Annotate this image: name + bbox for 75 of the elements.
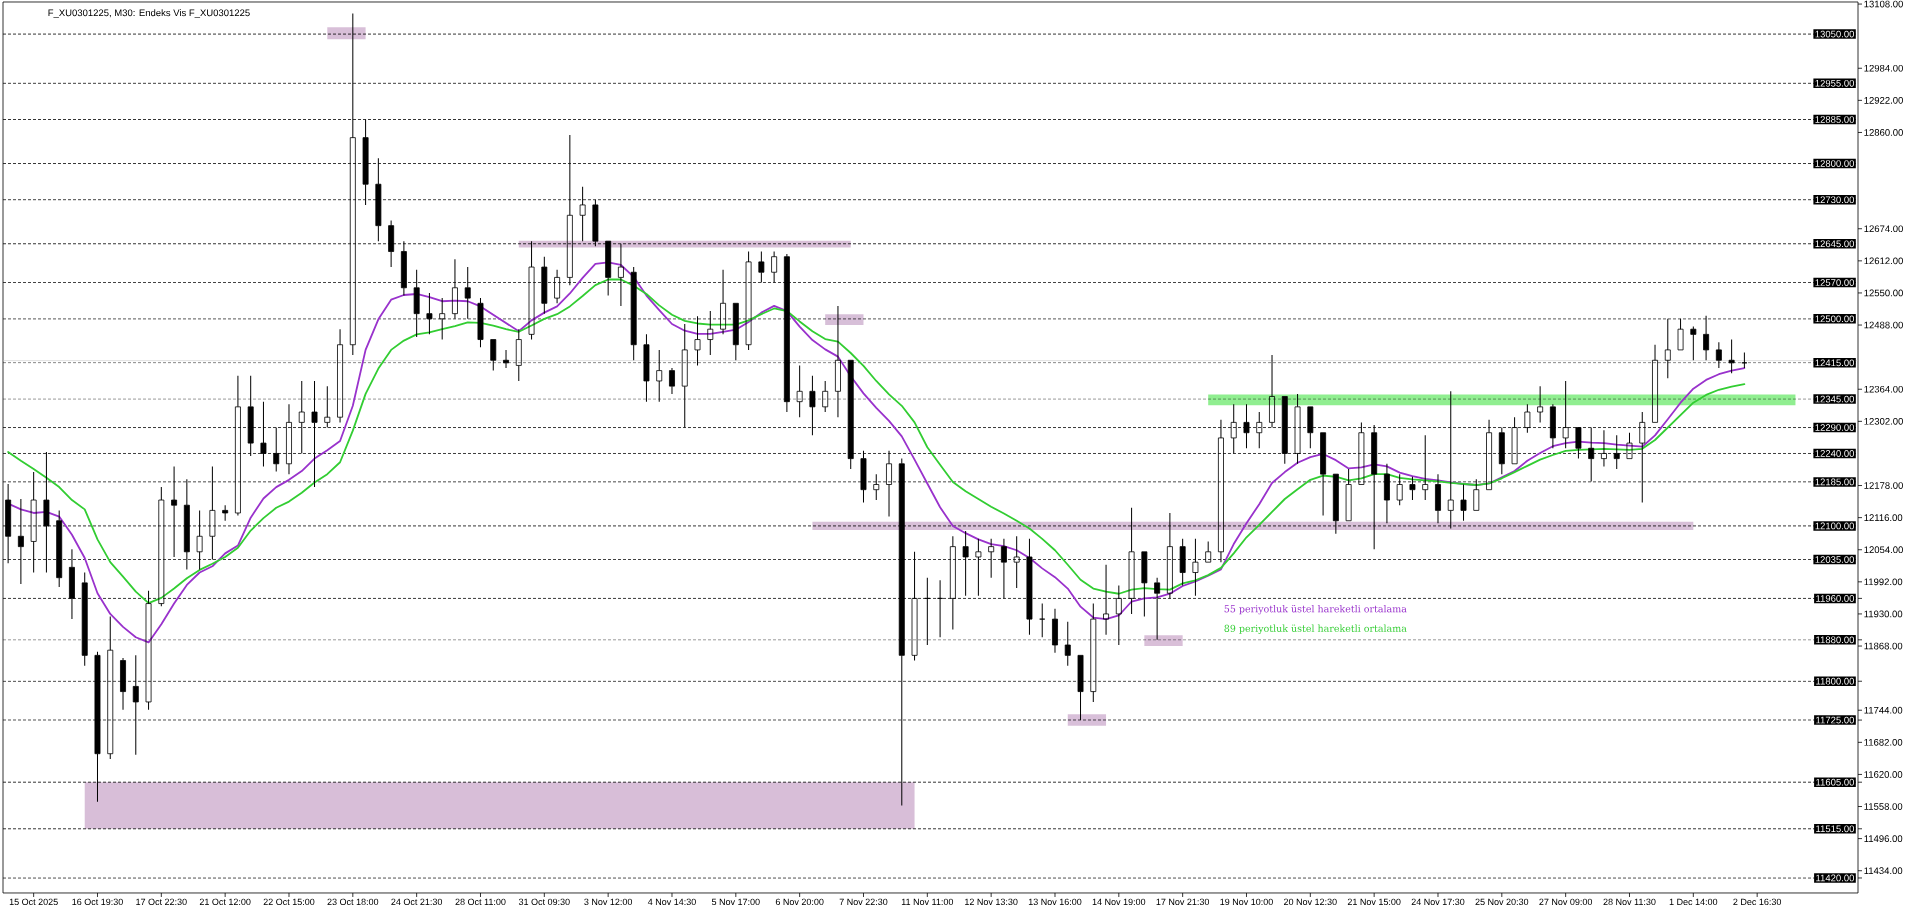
x-tick-label: 1 Dec 14:00 — [1669, 898, 1718, 906]
ref-line-label: 12645.00 — [1815, 240, 1855, 248]
x-tick-label: 11 Nov 11:00 — [901, 898, 954, 906]
x-tick-label: 7 Nov 22:30 — [839, 898, 888, 906]
ref-line-label: 11515.00 — [1816, 825, 1855, 833]
text: 89 periyotluk üstel hareketli ortalama — [1224, 624, 1407, 634]
ref-line-label: 11605.00 — [1816, 778, 1855, 786]
text: 55 periyotluk üstel hareketli ortalama — [1224, 604, 1407, 615]
x-tick-label: 21 Nov 15:00 — [1347, 898, 1401, 906]
y-tick-label: 11558.00 — [1864, 803, 1903, 810]
x-tick-label: 14 Nov 19:00 — [1092, 898, 1146, 906]
y-tick-label: 11682.00 — [1864, 738, 1903, 746]
y-tick-label: 11434.00 — [1864, 867, 1903, 875]
x-tick-label: 28 Oct 11:00 — [455, 898, 506, 906]
x-tick-label: 17 Nov 21:30 — [1156, 898, 1210, 906]
x-tick-label: 31 Oct 09:30 — [518, 898, 570, 906]
x-tick-label: 13 Nov 16:00 — [1028, 898, 1082, 906]
ref-line-label: 13050.00 — [1815, 30, 1855, 38]
x-tick-label: 24 Nov 17:30 — [1411, 898, 1465, 906]
ref-line-label: 12885.00 — [1815, 116, 1855, 123]
x-tick-label: 25 Nov 20:30 — [1475, 898, 1529, 906]
y-tick-label: 12364.00 — [1864, 385, 1903, 393]
ref-line-label: 12290.00 — [1815, 424, 1855, 431]
ref-line-label: 12185.00 — [1815, 478, 1855, 486]
x-tick-label: 21 Oct 12:00 — [199, 898, 251, 906]
x-tick-label: 27 Nov 09:00 — [1539, 898, 1593, 906]
text: F_XU0301225, M30: Endeks Vis F_XU0301225 — [48, 9, 250, 18]
ref-line-label: 11800.00 — [1816, 677, 1855, 685]
x-tick-label: 23 Oct 18:00 — [327, 898, 379, 906]
x-tick-label: 5 Nov 17:00 — [711, 898, 760, 906]
y-tick-label: 12054.00 — [1864, 546, 1903, 554]
x-tick-label: 20 Nov 12:30 — [1284, 898, 1337, 906]
y-tick-label: 12178.00 — [1864, 482, 1903, 489]
y-tick-label: 12984.00 — [1864, 64, 1903, 72]
ref-line-label: 12035.00 — [1815, 556, 1855, 563]
x-tick-label: 16 Oct 19:30 — [72, 898, 123, 906]
ref-line-label: 12570.00 — [1815, 279, 1855, 286]
x-tick-label: 6 Nov 20:00 — [775, 898, 824, 906]
x-tick-label: 3 Nov 12:00 — [584, 898, 633, 906]
y-tick-label: 12674.00 — [1864, 225, 1903, 233]
x-tick-label: 4 Nov 14:30 — [647, 898, 696, 906]
ref-line-label: 11880.00 — [1816, 636, 1855, 644]
ref-line-label: 12955.00 — [1815, 79, 1855, 87]
ref-line-label: 12100.00 — [1815, 522, 1855, 530]
y-tick-label: 11496.00 — [1864, 835, 1903, 842]
ref-line-label: 12730.00 — [1815, 196, 1855, 204]
ref-line-label: 12500.00 — [1815, 315, 1855, 323]
y-tick-label: 11930.00 — [1864, 610, 1903, 618]
ref-line-label: 11960.00 — [1816, 595, 1855, 602]
y-tick-label: 12302.00 — [1864, 417, 1903, 425]
y-tick-label: 12116.00 — [1864, 514, 1903, 521]
x-tick-label: 12 Nov 13:30 — [965, 898, 1018, 906]
x-tick-label: 24 Oct 21:30 — [391, 898, 443, 906]
y-tick-label: 11992.00 — [1864, 578, 1903, 586]
y-tick-label: 12488.00 — [1864, 321, 1903, 329]
y-tick-label: 11620.00 — [1864, 771, 1903, 778]
ref-line-label: 12800.00 — [1815, 160, 1855, 167]
ref-line-label: 12345.00 — [1815, 395, 1855, 403]
ref-line-label: 12415.00 — [1815, 359, 1855, 367]
x-tick-label: 15 Oct 2025 — [9, 898, 58, 906]
x-tick-label: 22 Oct 15:00 — [263, 898, 315, 906]
ref-line-label: 11725.00 — [1816, 716, 1855, 724]
ref-line-label: 11420.00 — [1816, 874, 1855, 882]
y-tick-label: 11868.00 — [1864, 642, 1903, 650]
x-tick-label: 2 Dec 16:30 — [1733, 898, 1782, 906]
y-tick-label: 13108.00 — [1864, 0, 1903, 8]
y-tick-label: 12860.00 — [1864, 129, 1903, 136]
y-tick-label: 11744.00 — [1864, 706, 1903, 714]
y-tick-label: 12922.00 — [1864, 96, 1903, 104]
x-tick-label: 28 Nov 11:30 — [1603, 898, 1656, 906]
y-tick-label: 12550.00 — [1864, 289, 1903, 297]
x-tick-label: 19 Nov 10:00 — [1220, 898, 1273, 906]
y-tick-label: 12612.00 — [1864, 257, 1903, 265]
x-tick-label: 17 Oct 22:30 — [136, 898, 187, 906]
ref-line-label: 12240.00 — [1815, 450, 1855, 457]
